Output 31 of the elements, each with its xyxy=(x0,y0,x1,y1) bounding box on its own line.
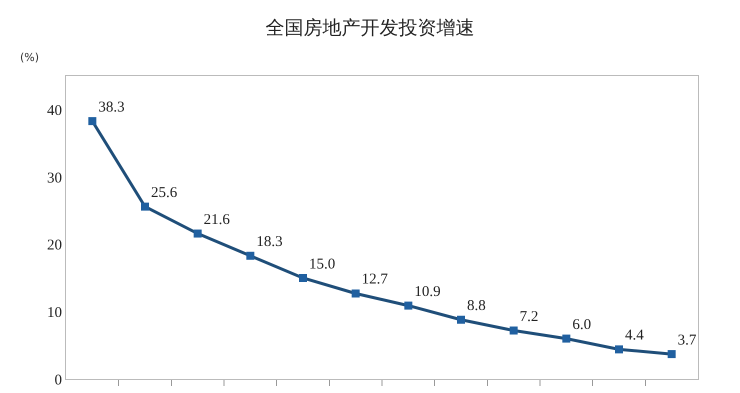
y-tick-label: 0 xyxy=(54,372,62,388)
text: 10.9 xyxy=(414,284,441,300)
y-tick-label: 40 xyxy=(47,102,62,119)
point xyxy=(141,202,149,211)
text: 12.7 xyxy=(362,272,388,288)
point xyxy=(299,274,307,282)
y-tick-label: 10 xyxy=(47,304,62,321)
point xyxy=(352,289,360,298)
text: 25.6 xyxy=(151,184,178,201)
point xyxy=(668,350,676,358)
text: 15.0 xyxy=(309,256,336,272)
text: 18.3 xyxy=(256,234,283,250)
y-tick-label: 20 xyxy=(47,238,62,254)
y-tick-label: 30 xyxy=(47,170,62,186)
point xyxy=(510,326,518,335)
text: 7.2 xyxy=(520,308,538,325)
text: 6.0 xyxy=(572,316,592,333)
point xyxy=(457,316,465,324)
point xyxy=(615,345,623,354)
text: 21.6 xyxy=(204,212,230,228)
text: 3.7 xyxy=(678,332,696,348)
point xyxy=(194,230,202,238)
text: 4.4 xyxy=(625,328,644,344)
y-axis-title: (%) xyxy=(20,51,40,64)
text: 38.3 xyxy=(98,99,125,116)
text: 8.8 xyxy=(467,298,486,314)
chart-title: 全国房地产开发投资增速 xyxy=(266,17,474,40)
point xyxy=(88,117,96,126)
point xyxy=(404,302,412,310)
point xyxy=(246,252,254,260)
point xyxy=(562,334,570,343)
